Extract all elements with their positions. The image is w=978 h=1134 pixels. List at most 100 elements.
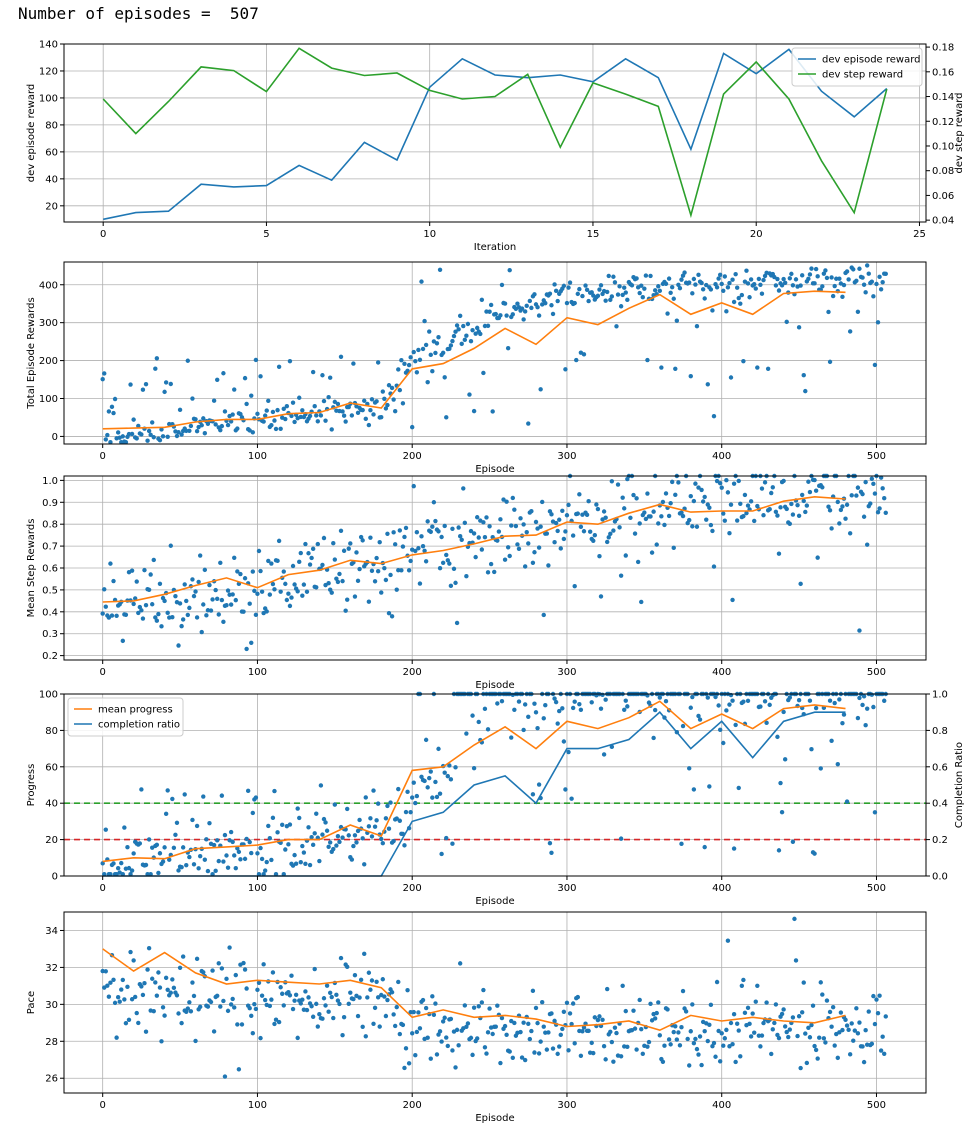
chart-dev: 0 5 10 15 20 25204060801001201400.040.060.080… [26, 40, 965, 254]
scatter-point [191, 862, 197, 867]
scatter-point [168, 381, 173, 387]
scatter-point [759, 1033, 765, 1038]
scatter-point [114, 613, 119, 619]
scatter-point [776, 1035, 782, 1041]
scatter-point [283, 581, 288, 587]
scatter-point [411, 483, 416, 489]
scatter-point [204, 837, 209, 842]
scatter-point [875, 320, 881, 325]
scatter-point [111, 578, 116, 584]
scatter-point [700, 499, 706, 504]
scatter-point [776, 848, 782, 853]
scatter-point [719, 485, 724, 490]
scatter-point [153, 980, 158, 985]
scatter-point [261, 962, 266, 967]
scatter-point [255, 411, 260, 417]
scatter-point [871, 993, 876, 999]
scatter-point [759, 486, 765, 491]
scatter-point [136, 423, 141, 429]
scatter-point [430, 795, 435, 800]
scatter-point [213, 587, 218, 593]
scatter-point [317, 858, 322, 864]
scatter-point [228, 829, 234, 835]
scatter-point [660, 499, 666, 505]
scatter-point [882, 1051, 887, 1056]
scatter-point [343, 608, 348, 613]
scatter-point [140, 616, 146, 621]
scatter-point [428, 529, 433, 535]
scatter-point [331, 1015, 336, 1021]
scatter-point [875, 1010, 881, 1016]
scatter-point [225, 1008, 231, 1014]
scatter-point [180, 845, 186, 850]
scatter-point [639, 283, 644, 288]
scatter-point [699, 280, 704, 286]
scatter-point [222, 1074, 228, 1079]
scatter-point [453, 765, 458, 770]
scatter-point [790, 839, 796, 844]
scatter-point [119, 987, 124, 992]
scatter-point [502, 1023, 508, 1029]
x-tick-label: 400 [712, 667, 731, 678]
scatter-point [190, 577, 195, 582]
scatter-point [481, 370, 486, 376]
y-tick-label: 34 [45, 926, 58, 937]
scatter-point [512, 707, 517, 712]
scatter-point [250, 810, 256, 816]
scatter-point [273, 1017, 279, 1022]
scatter-point [228, 419, 234, 424]
scatter-point [433, 350, 438, 356]
scatter-point [267, 836, 273, 841]
scatter-point [129, 568, 135, 573]
scatter-point [481, 987, 486, 993]
scatter-point [324, 983, 330, 988]
scatter-point [728, 502, 734, 507]
scatter-point [666, 1037, 672, 1042]
scatter-point [863, 1027, 868, 1033]
scatter-point [748, 499, 754, 504]
scatter-point [606, 273, 611, 279]
x-tick-label: 100 [248, 451, 267, 462]
scatter-point [392, 409, 398, 414]
scatter-point [140, 387, 146, 392]
y-tick-label: 30 [45, 1000, 58, 1011]
scatter-point [434, 341, 440, 346]
scatter-point [180, 617, 186, 622]
scatter-point [106, 994, 112, 999]
scatter-point [374, 555, 379, 561]
scatter-point [173, 832, 178, 838]
scatter-point [637, 290, 642, 296]
scatter-point [451, 333, 457, 339]
scatter-point [604, 986, 610, 992]
scatter-point [753, 999, 758, 1004]
scatter-point [448, 343, 454, 348]
scatter-point [628, 515, 633, 520]
scatter-point [877, 274, 882, 280]
scatter-point [761, 277, 766, 283]
scatter-point [160, 434, 166, 439]
scatter-point [574, 357, 579, 363]
scatter-point [843, 1017, 848, 1023]
scatter-point [143, 602, 149, 608]
scatter-point [170, 796, 175, 802]
scatter-point [346, 404, 351, 410]
scatter-point [205, 868, 211, 874]
scatter-point [555, 721, 560, 726]
y2-tick-label: 1.0 [932, 690, 948, 701]
scatter-point [417, 357, 423, 362]
scatter-point [467, 392, 472, 397]
scatter-point [597, 553, 602, 559]
scatter-point [289, 973, 294, 978]
scatter-point [188, 423, 194, 429]
scatter-point [213, 868, 218, 874]
scatter-point [258, 845, 263, 851]
scatter-point [396, 567, 401, 573]
scatter-point [608, 1029, 613, 1035]
scatter-point [727, 530, 732, 536]
scatter-point [639, 599, 644, 605]
scatter-point [652, 1016, 658, 1021]
scatter-point [648, 514, 653, 519]
scatter-point [854, 493, 859, 498]
scatter-point [612, 280, 618, 285]
x-tick-label: 300 [557, 1100, 576, 1111]
